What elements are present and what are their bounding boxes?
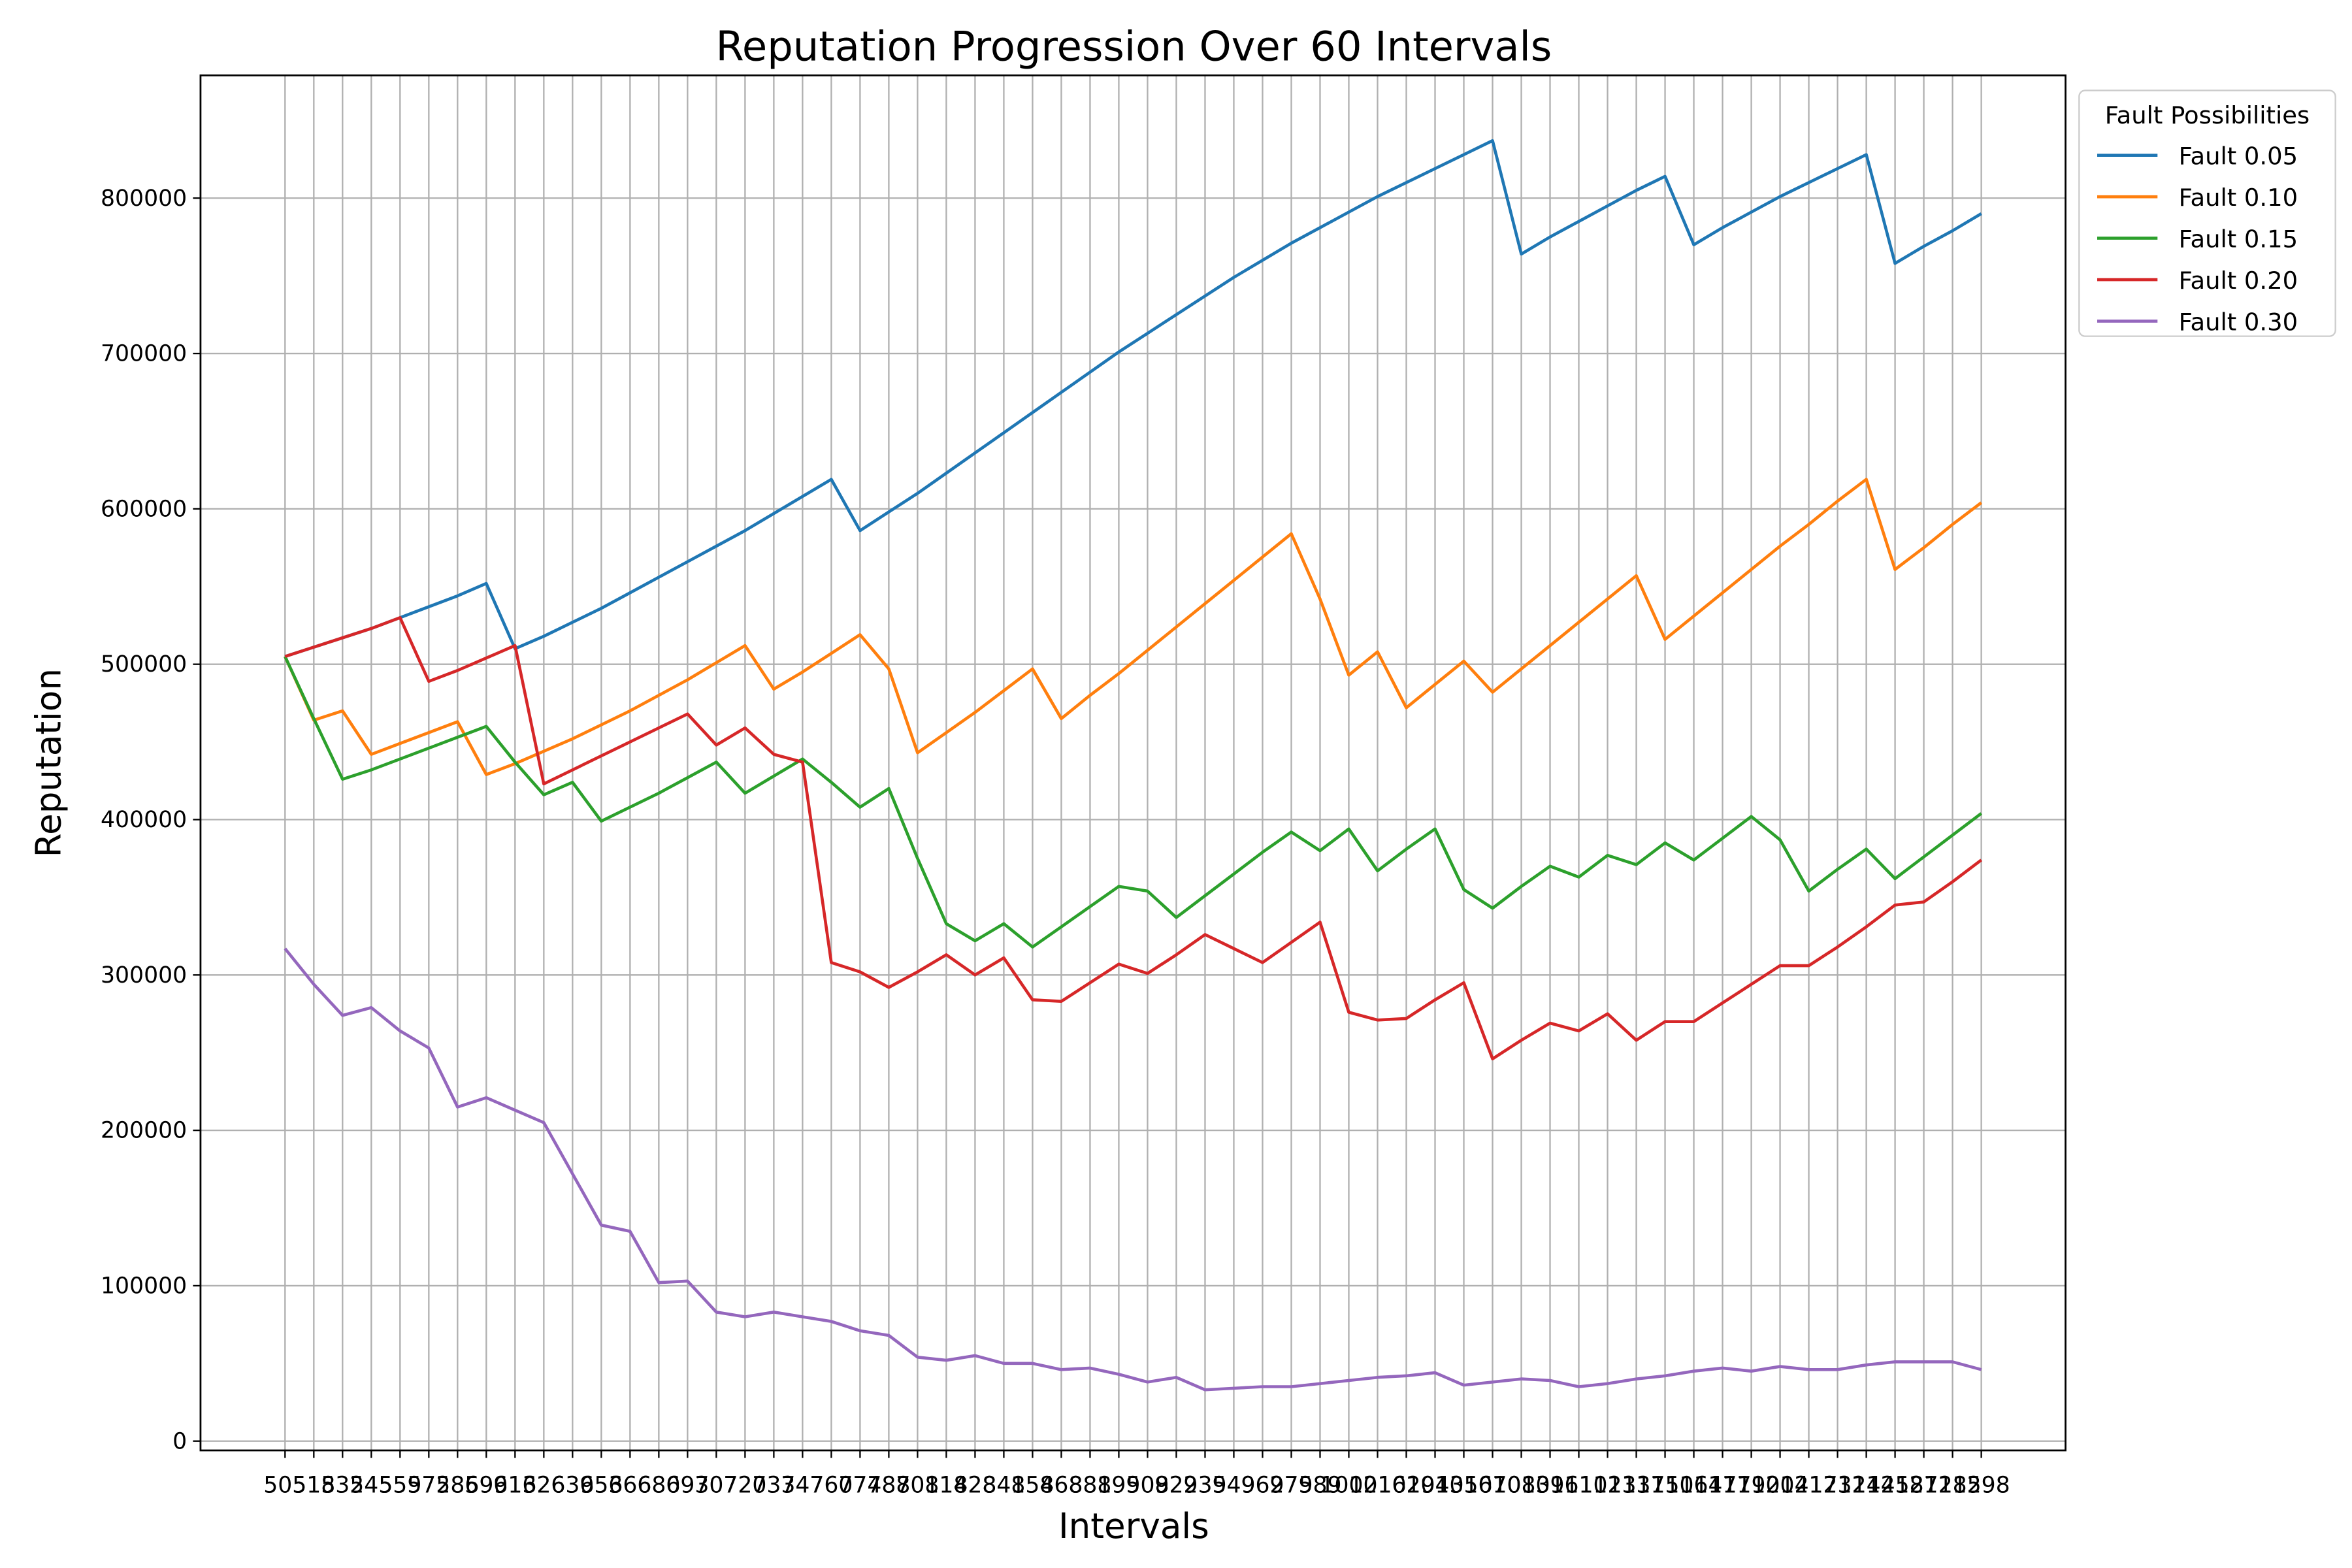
x-tick-label: 828 bbox=[953, 1473, 996, 1499]
legend-label: Fault 0.05 bbox=[2179, 142, 2298, 171]
x-tick-label: 1110 bbox=[1550, 1473, 1607, 1499]
series-line bbox=[284, 947, 1982, 1392]
x-tick-label: 1298 bbox=[1953, 1473, 2010, 1499]
grid bbox=[200, 75, 2066, 1450]
x-tick-label: 639 bbox=[551, 1473, 594, 1499]
x-tick-label: 1271 bbox=[1895, 1473, 1953, 1499]
x-tick-label: 505 bbox=[263, 1473, 306, 1499]
x-tick-label: 922 bbox=[1154, 1473, 1198, 1499]
x-tick-label: 1096 bbox=[1521, 1473, 1578, 1499]
x-tick-label: 1204 bbox=[1752, 1473, 1809, 1499]
x-tick-label: 532 bbox=[321, 1473, 364, 1499]
x-tick-label: 935 bbox=[1183, 1473, 1226, 1499]
x-tick-label: 760 bbox=[809, 1473, 853, 1499]
x-tick-label: 733 bbox=[752, 1473, 795, 1499]
y-tick-label: 400000 bbox=[101, 807, 187, 833]
x-tick-label: 599 bbox=[465, 1473, 508, 1499]
y-tick-label: 700000 bbox=[101, 341, 187, 367]
y-tick-label: 100000 bbox=[101, 1273, 187, 1299]
x-tick-label: 962 bbox=[1241, 1473, 1284, 1499]
chart-title: Reputation Progression Over 60 Intervals bbox=[715, 22, 1552, 70]
x-tick-label: 1177 bbox=[1694, 1473, 1752, 1499]
x-tick-label: 975 bbox=[1269, 1473, 1313, 1499]
x-tick-label: 1123 bbox=[1578, 1473, 1636, 1499]
series-line bbox=[284, 478, 1983, 776]
x-tick-label: 626 bbox=[522, 1473, 565, 1499]
legend-frame bbox=[2078, 90, 2336, 337]
plot-frame bbox=[199, 74, 2066, 1452]
legend-label: Fault 0.20 bbox=[2179, 267, 2298, 295]
x-tick-label: 707 bbox=[694, 1473, 738, 1499]
x-tick-label: 1150 bbox=[1636, 1473, 1693, 1499]
x-tick-label: 801 bbox=[896, 1473, 939, 1499]
x-tick-label: 545 bbox=[350, 1473, 393, 1499]
x-tick-label: 1137 bbox=[1607, 1473, 1665, 1499]
x-tick-label: 881 bbox=[1068, 1473, 1111, 1499]
x-tick-label: 841 bbox=[982, 1473, 1025, 1499]
x-tick-label: 1002 bbox=[1320, 1473, 1377, 1499]
x-tick-label: 1043 bbox=[1406, 1473, 1463, 1499]
x-tick-label: 1244 bbox=[1838, 1473, 1895, 1499]
x-tick-label: 854 bbox=[1011, 1473, 1054, 1499]
legend: Fault Possibilities Fault 0.05 Fault 0.10 F… bbox=[2078, 90, 2336, 337]
legend-label: Fault 0.10 bbox=[2179, 184, 2298, 212]
x-tick-label: 572 bbox=[407, 1473, 450, 1499]
x-tick-label: 1164 bbox=[1665, 1473, 1723, 1499]
series-line bbox=[284, 139, 1982, 658]
x-tick-label: 868 bbox=[1039, 1473, 1083, 1499]
y-axis-label: Reputation bbox=[28, 668, 69, 857]
legend-label: Fault 0.30 bbox=[2179, 308, 2298, 336]
x-tick-label: 518 bbox=[292, 1473, 335, 1499]
x-tick-label: 680 bbox=[637, 1473, 680, 1499]
x-tick-label: 559 bbox=[378, 1473, 421, 1499]
x-tick-label: 787 bbox=[867, 1473, 910, 1499]
y-tick-label: 600000 bbox=[101, 496, 187, 522]
x-tick-label: 747 bbox=[781, 1473, 824, 1499]
y-tick-label: 0 bbox=[172, 1428, 187, 1454]
y-tick-label: 300000 bbox=[101, 962, 187, 988]
series-line bbox=[284, 616, 1982, 1061]
series-line bbox=[284, 655, 1983, 949]
x-tick-label: 1258 bbox=[1867, 1473, 1924, 1499]
x-tick-label: 908 bbox=[1126, 1473, 1169, 1499]
x-tick-label: 1029 bbox=[1377, 1473, 1435, 1499]
x-tick-label: 1231 bbox=[1809, 1473, 1867, 1499]
x-tick-label: 774 bbox=[838, 1473, 881, 1499]
x-tick-label: 720 bbox=[723, 1473, 766, 1499]
x-tick-label: 1285 bbox=[1924, 1473, 1982, 1499]
x-tick-label: 613 bbox=[493, 1473, 536, 1499]
x-tick-label: 693 bbox=[666, 1473, 709, 1499]
x-tick-label: 1056 bbox=[1435, 1473, 1492, 1499]
x-tick-label: 1217 bbox=[1780, 1473, 1838, 1499]
legend-label: Fault 0.15 bbox=[2179, 225, 2298, 253]
x-tick-label: 666 bbox=[608, 1473, 651, 1499]
x-tick-label: 949 bbox=[1212, 1473, 1255, 1499]
legend-title: Fault Possibilities bbox=[2105, 101, 2310, 129]
x-tick-label: 1083 bbox=[1492, 1473, 1550, 1499]
y-tick-label: 500000 bbox=[101, 651, 187, 678]
x-tick-label: 895 bbox=[1097, 1473, 1140, 1499]
x-tick-label: 1070 bbox=[1463, 1473, 1521, 1499]
y-tick-label: 800000 bbox=[101, 186, 187, 212]
x-tick-label: 1190 bbox=[1723, 1473, 1780, 1499]
x-tick-label: 653 bbox=[580, 1473, 623, 1499]
x-tick-label: 1016 bbox=[1348, 1473, 1406, 1499]
x-axis-label: Intervals bbox=[1058, 1506, 1209, 1546]
x-tick-label: 586 bbox=[436, 1473, 479, 1499]
x-tick-label: 989 bbox=[1298, 1473, 1341, 1499]
y-tick-label: 200000 bbox=[101, 1118, 187, 1144]
x-tick-label: 814 bbox=[924, 1473, 968, 1499]
